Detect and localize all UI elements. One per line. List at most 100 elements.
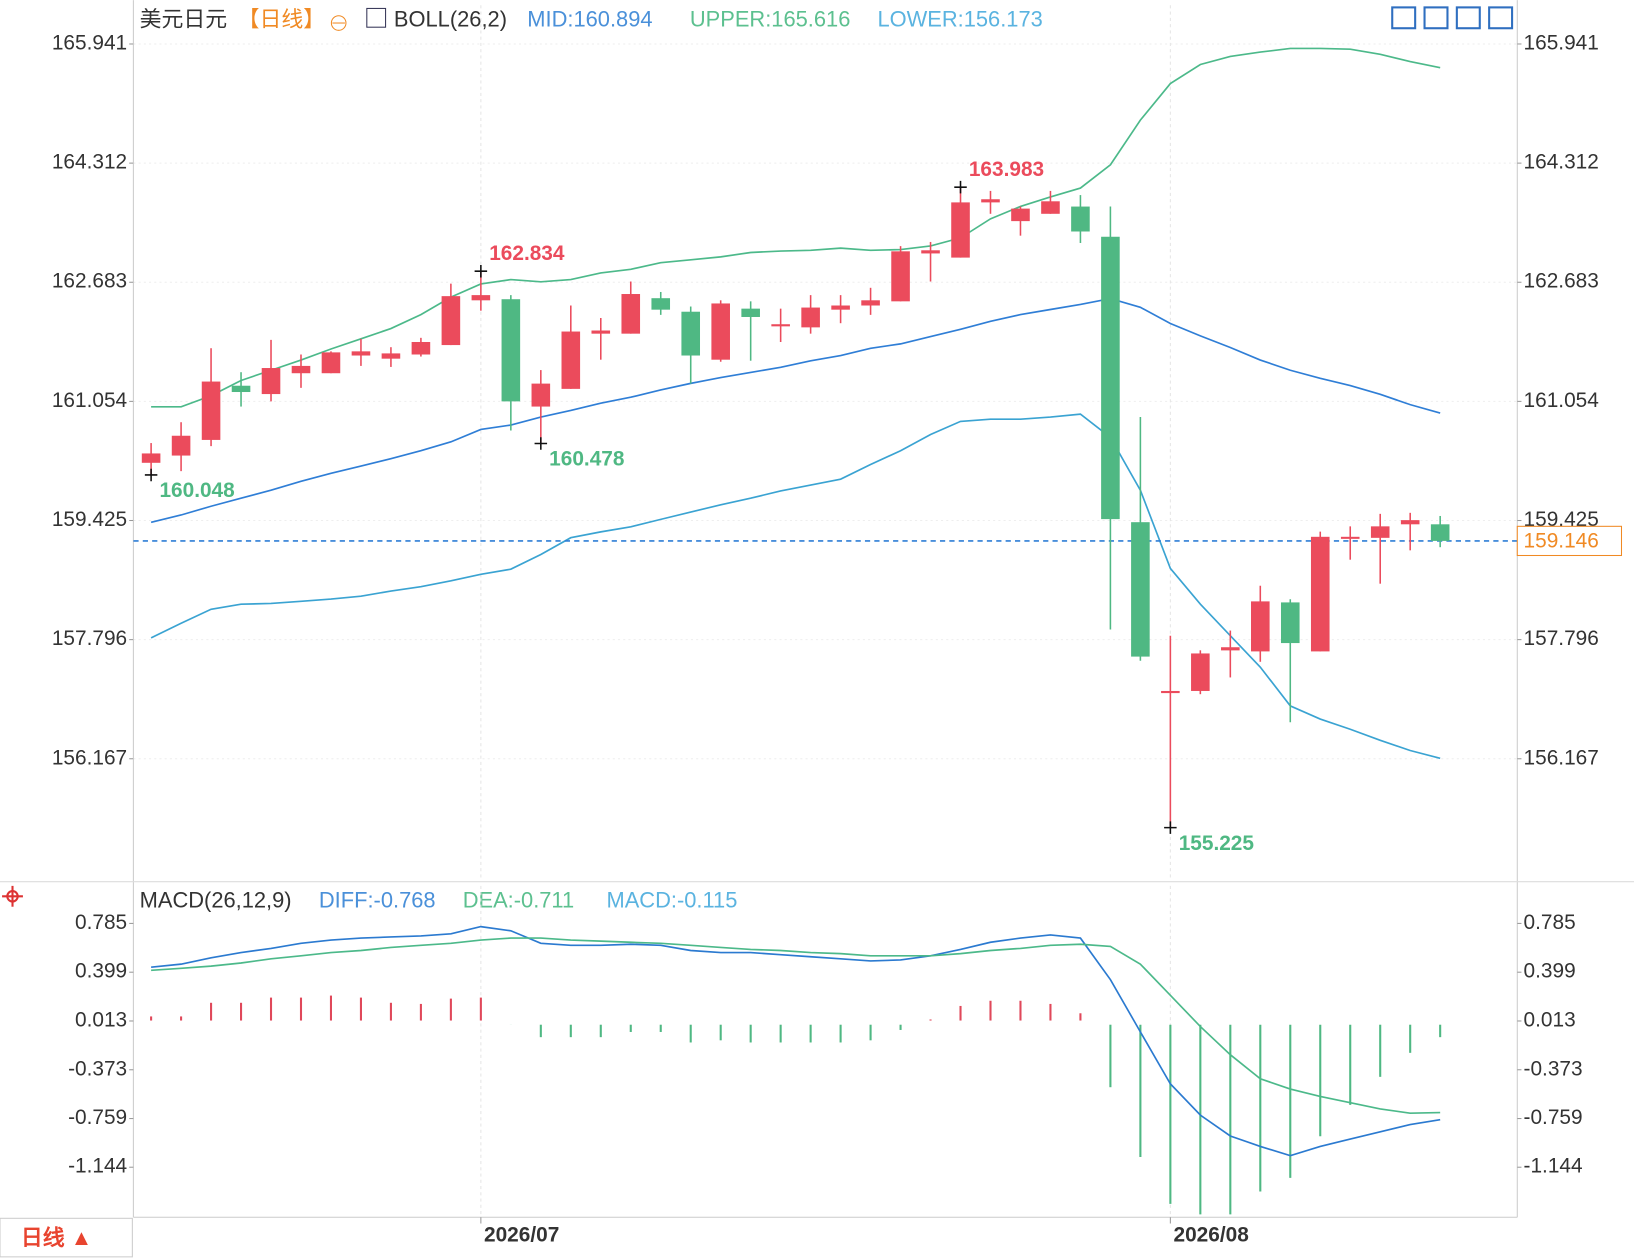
candle-body [1430,524,1450,541]
candle-body [1191,653,1210,691]
candle-body [1071,206,1090,232]
y-tick-label: 164.312 [52,151,127,174]
period-icon[interactable] [330,15,347,31]
candle-body [291,365,311,374]
last-price-label: 159.146 [1524,529,1599,552]
candle-body [1011,208,1030,222]
candle-body [621,294,641,334]
candle-body [771,324,790,327]
y-tick-label: 165.941 [1524,31,1599,54]
y-tick-label: 0.399 [75,960,127,983]
boll-upper: UPPER:165.616 [690,7,851,32]
tool-button[interactable] [1423,6,1449,30]
y-tick-label: -0.373 [1524,1057,1583,1080]
extreme-marker [954,180,967,194]
candle-body [951,202,970,258]
y-tick-label: -0.373 [68,1057,127,1080]
candle-body [261,368,281,395]
candle-body [1161,690,1180,694]
y-tick-label: 0.013 [1524,1008,1576,1031]
last-price-box [1516,525,1623,557]
candle-body [1280,602,1300,644]
extreme-marker [534,437,548,450]
y-tick-label: 0.399 [1524,960,1576,983]
y-tick-label: 162.683 [52,270,127,293]
tool-button[interactable] [1488,6,1514,30]
candle-body [741,308,760,317]
candle-body [1340,536,1360,539]
candle-body [171,435,191,456]
extreme-label: 160.048 [159,479,234,502]
indicator-name: BOLL(26,2) [394,7,507,32]
candle-body [921,250,940,254]
y-tick-label: 165.941 [52,31,127,54]
candle-body [831,305,850,310]
period-button[interactable] [0,1217,133,1258]
y-tick-label: 159.425 [1524,508,1599,531]
y-tick-label: 159.425 [52,508,127,531]
candle-body [891,251,910,302]
macd-title: MACD(26,12,9) [140,887,292,912]
candle-body [861,300,880,306]
extreme-label: 163.983 [969,158,1044,181]
candle-body [981,199,1000,203]
candle-body [381,353,401,359]
candle-body [501,299,521,402]
y-tick-label: -0.759 [1524,1106,1583,1129]
candle-body [1221,647,1240,651]
candle-body [441,296,461,346]
extreme-label: 162.834 [489,242,565,265]
extreme-marker [474,264,488,278]
x-tick-label: 2026/07 [484,1224,559,1247]
candle-body [1041,201,1060,214]
boll-lower: LOWER:156.173 [877,7,1042,32]
y-tick-label: 0.785 [75,911,127,934]
toolbar [1391,6,1514,30]
period-button-label[interactable]: 日线 ▲ [21,1225,92,1250]
y-tick-label: 164.312 [1524,151,1599,174]
candle-body [231,385,251,393]
boll-band [150,413,1441,760]
x-tick-label: 2026/08 [1173,1224,1248,1247]
period[interactable]: 【日线】 [238,7,325,32]
y-tick-label: -0.759 [68,1106,127,1129]
y-tick-label: 0.013 [75,1008,127,1031]
y-tick-label: -1.144 [68,1155,127,1178]
candle-body [711,303,730,360]
tool-button[interactable] [1455,6,1481,30]
macd-line [151,925,1441,1157]
macd-dea: DEA:-0.711 [463,887,574,912]
extreme-label: 155.225 [1179,832,1254,855]
tool-button[interactable] [1391,6,1417,30]
candle-body [591,330,611,334]
candle-body [471,295,491,301]
candle-body [1101,236,1120,520]
extreme-label: 160.478 [549,448,624,471]
candle-body [1251,601,1270,652]
candle-body [141,453,161,463]
boll-band [151,47,1441,408]
indicator-icon[interactable] [366,7,387,28]
candle-body [1400,520,1420,525]
y-tick-label: 0.785 [1524,911,1576,934]
candle-body [201,381,221,440]
extreme-marker [144,468,158,482]
candle-body [531,383,551,407]
y-tick-label: 156.167 [1524,746,1599,769]
boll-mid: MID:160.894 [527,7,652,32]
symbol: 美元日元 [140,7,228,32]
candle-body [651,298,671,310]
macd-line [151,937,1441,1114]
y-tick-label: 161.054 [1524,389,1599,412]
candle-body [351,351,371,356]
candle-body [321,352,341,374]
y-tick-label: 161.054 [52,389,127,412]
y-tick-label: 156.167 [52,746,127,769]
boll-band [150,297,1441,524]
candle-body [1370,526,1390,538]
extreme-marker [1164,821,1177,834]
candle-body [1131,522,1150,657]
